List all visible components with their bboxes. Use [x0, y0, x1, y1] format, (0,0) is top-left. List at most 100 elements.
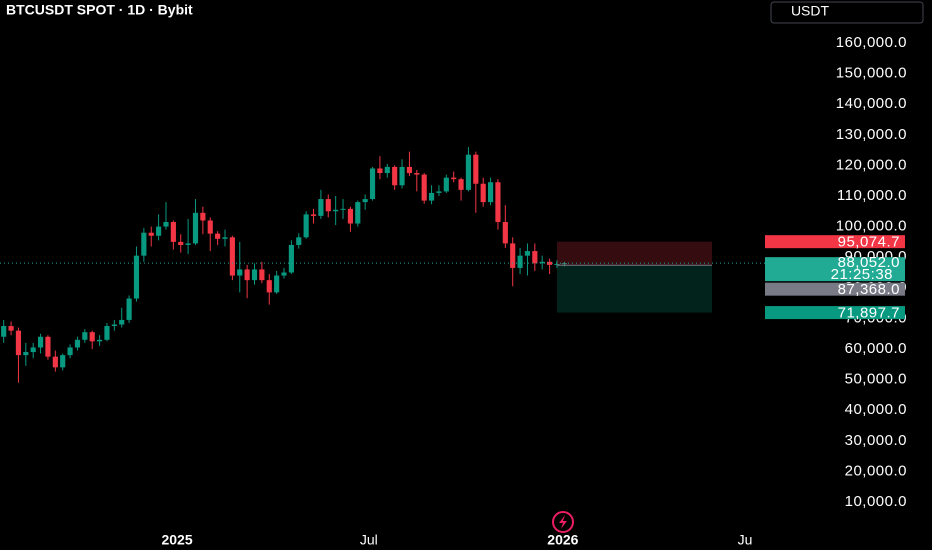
candle-body — [296, 237, 302, 245]
x-tick-label: 2026 — [547, 532, 578, 548]
candle-body — [502, 222, 508, 244]
candle-body — [451, 177, 457, 180]
candle-body — [288, 244, 294, 273]
candle-body — [37, 336, 44, 348]
y-tick-label: 100,000.0 — [836, 218, 907, 235]
candle-body — [547, 261, 553, 265]
candle-body — [170, 222, 176, 242]
candle-body — [414, 173, 420, 175]
candle-body — [178, 241, 184, 245]
x-tick-label: 2025 — [161, 532, 192, 548]
y-tick-label: 60,000.0 — [845, 340, 907, 357]
candle-body — [60, 355, 66, 368]
candle-body — [510, 243, 516, 268]
candle-body — [325, 199, 331, 212]
candle-body — [111, 324, 117, 327]
x-tick-label: Ju — [738, 532, 753, 548]
candle-body — [244, 269, 250, 281]
candle-body — [259, 269, 265, 281]
candle-body — [1, 326, 7, 337]
candle-body — [126, 298, 132, 320]
candle-body — [133, 255, 140, 299]
y-tick-label: 30,000.0 — [845, 432, 907, 449]
candle-body — [148, 232, 154, 236]
candle-body — [192, 212, 199, 244]
countdown: 21:25:38 — [831, 266, 893, 283]
candle-body — [421, 174, 427, 201]
candle-body — [539, 261, 545, 264]
currency-label[interactable]: USDT — [791, 3, 830, 19]
stop-label-bg — [765, 235, 905, 249]
candle-body — [399, 166, 405, 186]
last-price-label: 88,052.0 — [838, 254, 900, 271]
candle-body — [369, 168, 376, 200]
candle-body — [104, 326, 110, 340]
candle-body — [333, 209, 339, 212]
candle-body — [428, 192, 435, 201]
candle-body — [274, 275, 280, 293]
candle-body — [524, 251, 531, 256]
candle-body — [74, 339, 81, 348]
stop-zone — [557, 241, 712, 266]
y-tick-label: 120,000.0 — [836, 156, 907, 173]
candle-body — [355, 202, 361, 224]
candle-body — [89, 332, 95, 342]
currency-button[interactable] — [770, 1, 924, 24]
candle-body — [554, 263, 560, 265]
candle-body — [8, 326, 14, 331]
candle-body — [82, 332, 88, 340]
candle-body — [384, 166, 390, 174]
candle-body — [30, 347, 36, 353]
tv-logo — [552, 511, 574, 533]
y-tick-label: 110,000.0 — [837, 187, 907, 204]
candle-body — [141, 232, 147, 256]
candle-body — [436, 191, 442, 193]
target-label: 71,897.7 — [838, 305, 900, 322]
candle-body — [237, 269, 243, 276]
candle-body — [97, 339, 103, 342]
candle-body — [303, 214, 309, 238]
y-tick-label: 150,000.0 — [836, 65, 907, 82]
candle-body — [23, 352, 29, 356]
y-tick-label: 50,000.0 — [845, 371, 907, 388]
candle-body — [229, 237, 235, 276]
candle-body — [200, 212, 206, 221]
candle-body — [119, 319, 125, 325]
y-tick-label: 130,000.0 — [836, 126, 907, 143]
candle-body — [156, 226, 162, 236]
candle-body — [207, 220, 213, 234]
candle-body — [532, 251, 538, 264]
y-tick-label: 160,000.0 — [836, 34, 907, 51]
y-tick-label: 10,000.0 — [845, 493, 907, 510]
candle-body — [340, 208, 346, 210]
candle-body — [52, 356, 58, 368]
candle-body — [443, 177, 449, 192]
target-zone — [557, 265, 712, 313]
last-price-bg — [765, 257, 905, 282]
candle-body — [377, 168, 383, 174]
candle-body — [281, 272, 287, 276]
logo-bolt — [559, 515, 567, 529]
candle-body — [215, 233, 221, 239]
candle-body — [310, 214, 317, 216]
stop-label: 95,074.7 — [838, 234, 900, 251]
chart-title: BTCUSDT SPOT · 1D · Bybit — [6, 2, 193, 18]
candle-body — [15, 330, 22, 356]
candle-body — [406, 166, 413, 174]
logo-ring — [552, 511, 574, 533]
x-tick-label: Jul — [360, 532, 378, 548]
candle-body — [185, 243, 191, 245]
candle-body — [517, 255, 523, 268]
candle-body — [495, 182, 501, 223]
y-tick-label: 20,000.0 — [845, 462, 907, 479]
candle-body — [347, 208, 353, 224]
target-label-bg — [765, 306, 905, 320]
candle-body — [473, 154, 479, 184]
candle-body — [251, 269, 258, 281]
candle-body — [222, 237, 228, 239]
candle-body — [67, 347, 73, 356]
candle-body — [45, 336, 51, 357]
candle-body — [163, 222, 169, 227]
